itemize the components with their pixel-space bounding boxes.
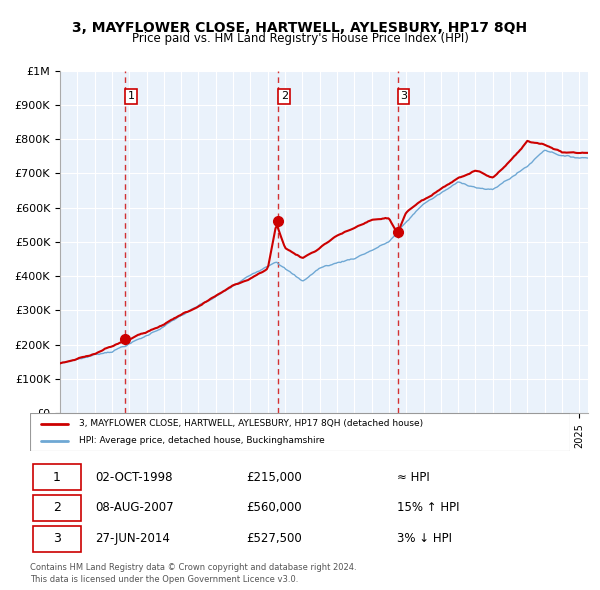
Text: 3, MAYFLOWER CLOSE, HARTWELL, AYLESBURY, HP17 8QH (detached house): 3, MAYFLOWER CLOSE, HARTWELL, AYLESBURY,… — [79, 419, 423, 428]
Text: 3, MAYFLOWER CLOSE, HARTWELL, AYLESBURY, HP17 8QH: 3, MAYFLOWER CLOSE, HARTWELL, AYLESBURY,… — [73, 21, 527, 35]
Text: Price paid vs. HM Land Registry's House Price Index (HPI): Price paid vs. HM Land Registry's House … — [131, 32, 469, 45]
FancyBboxPatch shape — [33, 494, 82, 522]
Text: 3: 3 — [400, 91, 407, 101]
FancyBboxPatch shape — [30, 413, 570, 451]
Text: 2: 2 — [281, 91, 288, 101]
Text: £215,000: £215,000 — [246, 470, 302, 484]
Text: 3: 3 — [53, 532, 61, 546]
Text: £527,500: £527,500 — [246, 532, 302, 546]
Text: 08-AUG-2007: 08-AUG-2007 — [95, 502, 173, 514]
Text: 02-OCT-1998: 02-OCT-1998 — [95, 470, 172, 484]
Text: 1: 1 — [128, 91, 134, 101]
Text: 2: 2 — [53, 502, 61, 514]
FancyBboxPatch shape — [33, 464, 82, 490]
Text: 3% ↓ HPI: 3% ↓ HPI — [397, 532, 452, 546]
FancyBboxPatch shape — [33, 526, 82, 552]
Text: ≈ HPI: ≈ HPI — [397, 470, 430, 484]
Text: 1: 1 — [53, 470, 61, 484]
Text: 27-JUN-2014: 27-JUN-2014 — [95, 532, 170, 546]
Text: This data is licensed under the Open Government Licence v3.0.: This data is licensed under the Open Gov… — [30, 575, 298, 584]
Text: 15% ↑ HPI: 15% ↑ HPI — [397, 502, 460, 514]
Text: Contains HM Land Registry data © Crown copyright and database right 2024.: Contains HM Land Registry data © Crown c… — [30, 563, 356, 572]
Text: £560,000: £560,000 — [246, 502, 302, 514]
Text: HPI: Average price, detached house, Buckinghamshire: HPI: Average price, detached house, Buck… — [79, 436, 325, 445]
